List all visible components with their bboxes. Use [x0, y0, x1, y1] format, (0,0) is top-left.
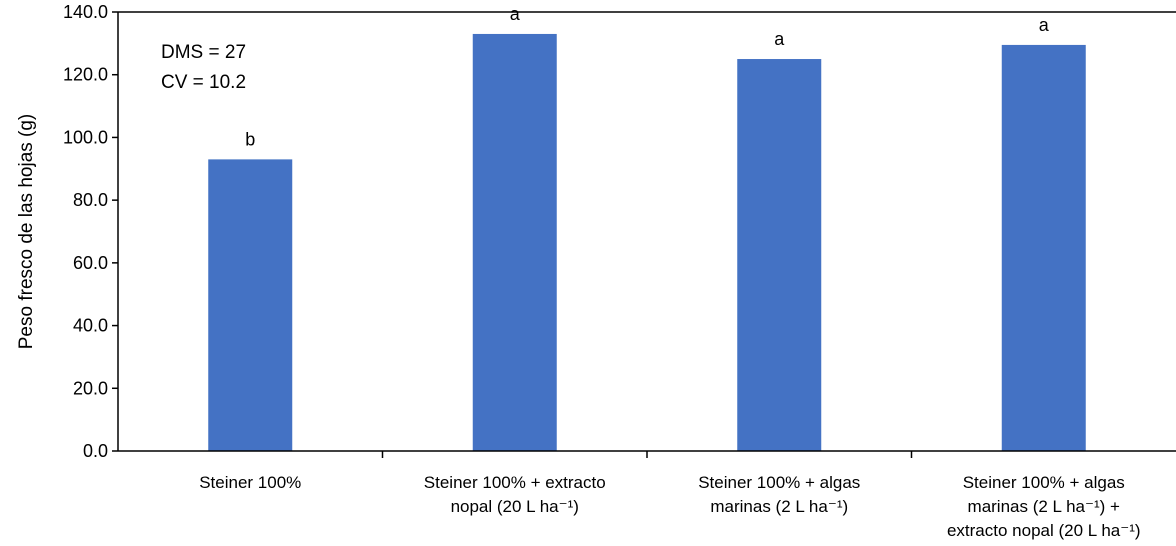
x-category-label: marinas (2 L ha⁻¹) + [968, 497, 1120, 516]
bar-letter-labels: b a a a [245, 4, 1050, 149]
y-axis-title: Peso fresco de las hojas (g) [16, 114, 37, 350]
bar [208, 159, 293, 451]
x-category-label: Steiner 100% + algas [963, 473, 1125, 492]
y-tick-label: 100.0 [63, 127, 108, 147]
x-category-label: Steiner 100% [199, 473, 301, 492]
statistics-annotations: DMS = 27 CV = 10.2 [161, 42, 246, 93]
x-category-label: nopal (20 L ha⁻¹) [451, 497, 579, 516]
bar [737, 59, 822, 452]
y-tick-label: 80.0 [73, 190, 108, 210]
x-category-label: extracto nopal (20 L ha⁻¹) [947, 521, 1141, 540]
y-axis-ticks: 0.0 20.0 40.0 60.0 80.0 100.0 120.0 140.0 [63, 2, 118, 461]
bar-value-label: a [774, 29, 785, 49]
bars [208, 33, 1086, 452]
cv-annotation: CV = 10.2 [161, 72, 246, 93]
x-category-label: marinas (2 L ha⁻¹) [710, 497, 848, 516]
bar-value-label: a [1039, 15, 1050, 35]
bar [1001, 44, 1086, 452]
x-category-label: Steiner 100% + extracto [424, 473, 606, 492]
x-axis-category-labels: Steiner 100% Steiner 100% + extracto nopal… [199, 473, 1140, 540]
dms-annotation: DMS = 27 [161, 42, 246, 63]
bar-value-label: a [510, 4, 521, 24]
y-tick-label: 40.0 [73, 316, 108, 336]
y-tick-label: 60.0 [73, 253, 108, 273]
y-tick-label: 120.0 [63, 65, 108, 85]
y-tick-label: 0.0 [83, 441, 108, 461]
x-category-label: Steiner 100% + algas [698, 473, 860, 492]
x-axis-ticks [381, 451, 913, 458]
y-tick-label: 140.0 [63, 2, 108, 22]
bar [472, 33, 557, 451]
bar-value-label: b [245, 129, 255, 149]
y-tick-label: 20.0 [73, 378, 108, 398]
